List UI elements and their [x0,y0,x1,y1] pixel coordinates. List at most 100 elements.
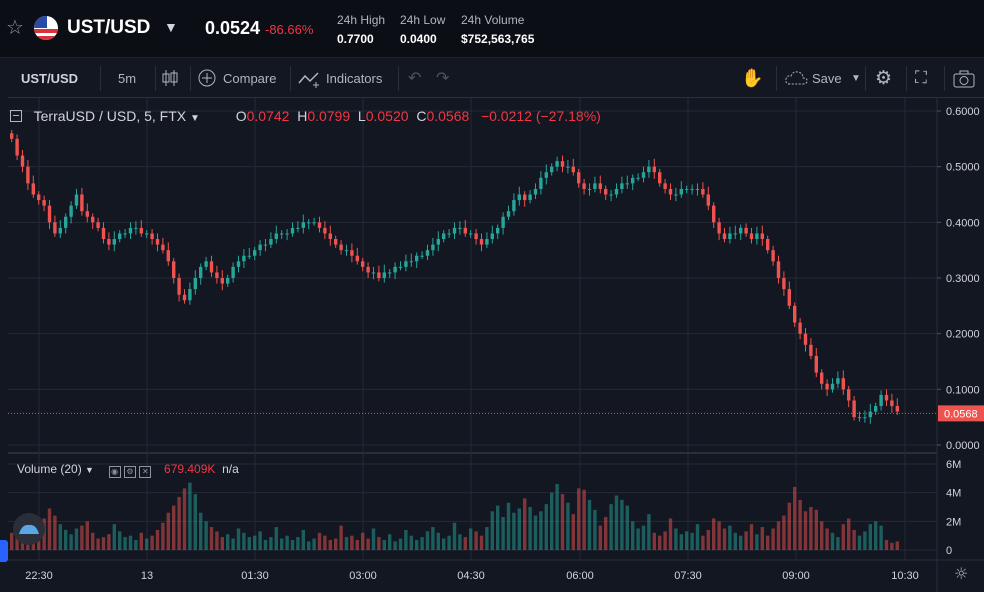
volume-bar [409,535,413,550]
chevron-down-icon[interactable]: ▼ [85,465,94,475]
volume-bar [458,534,462,550]
undo-icon[interactable]: ↶ [408,70,422,87]
volume-bar [96,538,100,550]
candle [296,227,300,229]
candle [766,239,770,251]
volume-bar [199,512,203,550]
chevron-down-icon[interactable]: ▼ [164,19,178,35]
interval-button[interactable]: 5m [118,71,137,86]
collapse-icon[interactable] [10,110,22,122]
candle [112,239,116,245]
volume-bar [868,524,872,550]
candle [26,166,30,184]
candle [695,188,700,190]
star-icon[interactable]: ☆ [6,15,24,39]
volume-bar [728,525,732,550]
volume-bar [344,537,349,550]
series-title[interactable]: TerraUSD / USD, 5, FTX [33,108,187,124]
candle [350,250,354,256]
volume-bar [690,532,694,550]
change-percent: -86.66% [265,22,314,37]
volume-bar [776,521,781,550]
volume-bar [884,539,889,550]
volume-bar [290,539,295,550]
volume-label[interactable]: Volume (20) [17,462,82,476]
candle [226,278,230,284]
candle [166,250,170,262]
volume-bar [80,525,84,550]
divider [398,66,399,91]
candle [339,244,343,251]
chevron-down-icon[interactable]: ▼ [190,113,200,124]
candle [404,261,408,267]
candle [533,188,538,195]
volume-bar [814,509,818,550]
volume-bar [328,539,332,550]
camera-icon[interactable] [953,70,975,88]
gear-icon[interactable]: ⚙ [124,466,136,478]
indicators-icon[interactable] [298,69,322,89]
volume-bar [587,499,592,550]
candle [215,272,219,278]
volume-bar [852,529,856,550]
volume-bar [560,494,565,550]
sidebar-toggle-handle[interactable] [0,540,8,562]
cloud-icon[interactable] [784,70,810,86]
candle [544,172,548,178]
symbol-button[interactable]: UST/USD [21,71,79,86]
volume-bar [377,537,381,550]
volume-bar [668,518,673,550]
volume-bar [825,528,829,550]
candle [517,194,521,201]
pair-title[interactable]: UST/USD [67,17,151,38]
candle [253,250,257,256]
compare-button[interactable]: Compare [223,71,277,86]
close-icon[interactable]: ✕ [139,466,152,478]
candle [566,166,570,168]
hand-icon[interactable]: ✋ [741,68,764,89]
gear-icon[interactable]: ☼ [954,564,969,583]
tradingview-logo-icon[interactable] [12,512,46,546]
divider [190,66,191,91]
volume-bar [193,494,197,550]
gear-icon[interactable]: ⚙ [875,67,893,89]
fullscreen-icon[interactable]: ⛶ [915,68,927,88]
redo-icon[interactable]: ↷ [436,70,450,87]
candle [452,227,457,234]
low-label: L [357,108,366,124]
candle [479,239,484,245]
volume-bar [118,531,122,550]
candle [706,194,710,206]
candle [269,239,273,245]
volume-bar [215,531,219,550]
candle [15,138,19,156]
candle [236,261,241,267]
volume-bar [274,527,278,550]
save-button[interactable]: Save [812,71,842,86]
volume-bar [614,495,619,550]
candles-icon[interactable] [160,68,180,88]
candle [830,383,835,390]
candle [523,194,527,201]
volume-bar [388,534,392,550]
candle [150,233,154,240]
candle [787,289,791,306]
volume-bar [782,515,786,550]
volume-bar [501,517,505,550]
volume-bar [641,525,646,550]
plus-circle-icon[interactable] [198,69,216,87]
eye-icon[interactable]: ◉ [108,466,121,478]
candle [42,200,46,206]
chevron-down-icon[interactable]: ▼ [851,73,861,84]
volume-bar [123,537,127,550]
indicators-button[interactable]: Indicators [326,71,383,86]
time-tick-label: 22:30 [25,570,53,582]
volume-bar [85,521,89,550]
volume-bar [188,482,192,550]
candle [668,188,673,195]
candle [145,233,149,235]
high-value: 0.0799 [307,108,351,124]
stat-24h-high: 24h High 0.7700 [337,13,385,46]
volume-bar [593,509,597,550]
